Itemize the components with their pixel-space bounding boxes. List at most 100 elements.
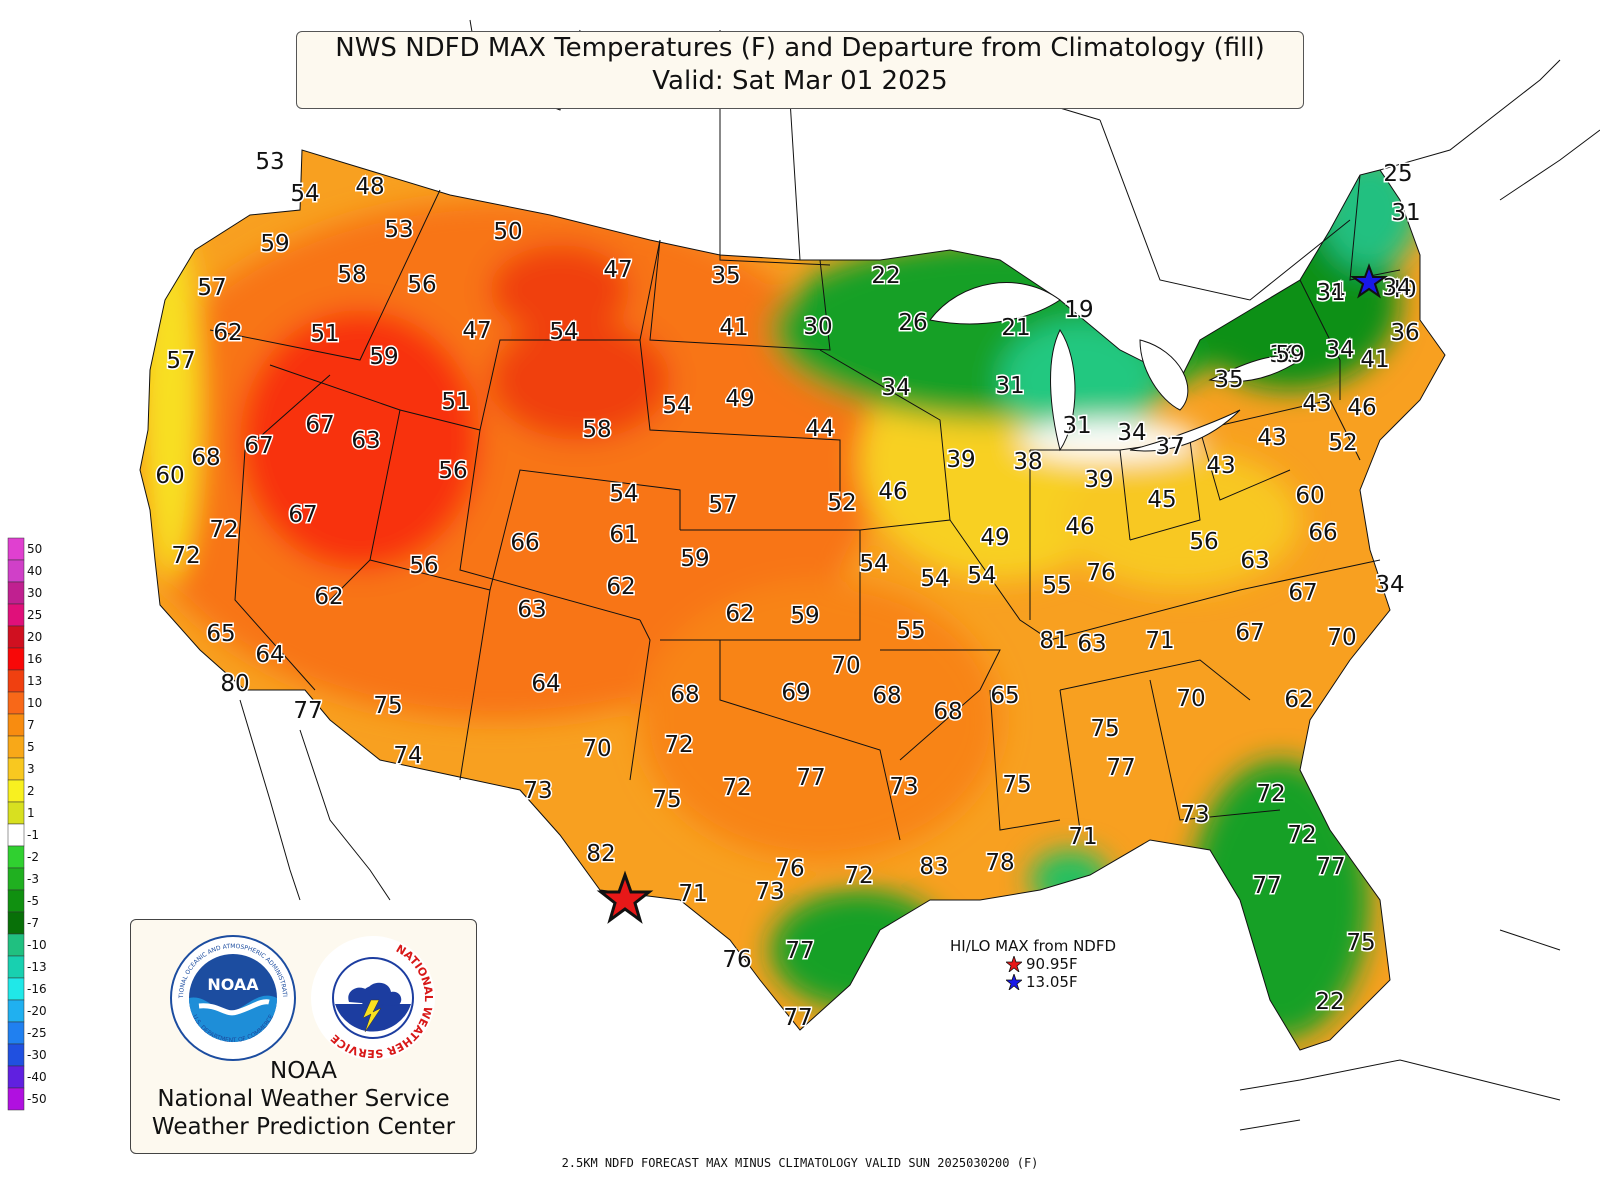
temperature-label: 34: [1117, 420, 1146, 446]
temperature-label: 54: [859, 551, 888, 577]
colorbar-label: -2: [27, 850, 39, 864]
colorbar-swatch: [7, 933, 25, 957]
temperature-label: 66: [1308, 520, 1337, 546]
temperature-label: 30: [803, 314, 832, 340]
temperature-label: 71: [678, 881, 707, 907]
temperature-label: 63: [1240, 548, 1269, 574]
temperature-label: 62: [725, 601, 754, 627]
temperature-label: 26: [898, 310, 927, 336]
temperature-label: 82: [586, 841, 615, 867]
footer-caption: 2.5KM NDFD FORECAST MAX MINUS CLIMATOLOG…: [561, 1156, 1039, 1170]
temperature-label: 72: [1256, 781, 1285, 807]
temperature-label: 66: [510, 530, 539, 556]
temperature-label: 54: [549, 319, 578, 345]
colorbar-swatch: [7, 1065, 25, 1089]
colorbar-swatch: [7, 911, 25, 935]
colorbar-label: 10: [27, 696, 42, 710]
temperature-label: 70: [1176, 686, 1205, 712]
temperature-label: 22: [1315, 989, 1344, 1015]
colorbar-swatch: [7, 955, 25, 979]
temperature-label: 80: [220, 671, 249, 697]
logo-line-nws: National Weather Service: [157, 1086, 450, 1112]
temperature-label: 62: [606, 574, 635, 600]
noaa-badge-text: NOAA: [207, 975, 259, 994]
temperature-label: 39: [946, 447, 975, 473]
temperature-label: 63: [517, 597, 546, 623]
temperature-label: 77: [1252, 873, 1281, 899]
temperature-label: 56: [1189, 529, 1218, 555]
colorbar-label: -7: [27, 916, 39, 930]
temperature-label: 43: [1302, 391, 1331, 417]
temperature-label: 65: [990, 683, 1019, 709]
colorbar-swatch: [7, 625, 25, 649]
colorbar-label: 40: [27, 564, 42, 578]
temperature-label: 58: [582, 417, 611, 443]
temperature-label: 59: [369, 344, 398, 370]
logo-line-wpc: Weather Prediction Center: [151, 1114, 456, 1140]
colorbar: 50 40 30 25 20 16 13 10 7 5 3 2 1 -1 -2 -3 -5 -7 -10 -13 -16…: [7, 537, 47, 1111]
temperature-label: 53: [255, 149, 284, 175]
colorbar-swatch: [7, 581, 25, 605]
colorbar-swatch: [7, 845, 25, 869]
temperature-label: 77: [783, 1005, 812, 1031]
temperature-label: 62: [1284, 687, 1313, 713]
temperature-label: 37: [1155, 434, 1184, 460]
temperature-label: 72: [664, 732, 693, 758]
temperature-label: 54: [920, 566, 949, 592]
temperature-label: 36: [1390, 320, 1419, 346]
map-title: NWS NDFD MAX Temperatures (F) and Depart…: [296, 31, 1304, 109]
colorbar-swatch: [7, 779, 25, 803]
temperature-label: 43: [1257, 425, 1286, 451]
temperature-label: 25: [1383, 161, 1412, 187]
temperature-label: 70: [582, 736, 611, 762]
temperature-label: 59: [260, 231, 289, 257]
temperature-label: 21: [1001, 315, 1030, 341]
temperature-label: 44: [805, 416, 834, 442]
colorbar-label: 5: [27, 740, 35, 754]
logo-line-noaa: NOAA: [269, 1058, 337, 1084]
temperature-label: 59: [1275, 342, 1304, 368]
temperature-label: 68: [191, 445, 220, 471]
lo-star-marker: [1349, 263, 1389, 299]
colorbar-label: 50: [27, 542, 42, 556]
colorbar-label: 16: [27, 652, 42, 666]
temperature-label: 77: [1106, 755, 1135, 781]
colorbar-label: 30: [27, 586, 42, 600]
colorbar-label: -3: [27, 872, 39, 886]
temperature-label: 46: [878, 479, 907, 505]
great-lakes: [929, 282, 1301, 452]
temperature-label: 72: [1287, 822, 1316, 848]
temperature-label: 49: [725, 386, 754, 412]
colorbar-label: 25: [27, 608, 42, 622]
temperature-label: 75: [1090, 716, 1119, 742]
temperature-label: 67: [305, 412, 334, 438]
temperature-label: 31: [1316, 280, 1345, 306]
temperature-label: 51: [441, 389, 470, 415]
temperature-label: 41: [719, 315, 748, 341]
temperature-label: 75: [1002, 772, 1031, 798]
colorbar-swatch: [7, 669, 25, 693]
temperature-label: 22: [871, 263, 900, 289]
colorbar-label: 1: [27, 806, 35, 820]
temperature-label: 56: [409, 553, 438, 579]
temperature-label: 55: [896, 618, 925, 644]
colorbar-label: -10: [27, 938, 47, 952]
colorbar-swatch: [7, 999, 25, 1023]
temperature-label: 31: [995, 373, 1024, 399]
temperature-label: 34: [1316, 279, 1345, 305]
temperature-label: 64: [255, 642, 284, 668]
temperature-label: 68: [872, 683, 901, 709]
temperature-label: 59: [680, 546, 709, 572]
temperature-label: 57: [197, 275, 226, 301]
colorbar-label: 7: [27, 718, 35, 732]
map-boundaries: [139, 19, 1600, 1131]
temperature-label: 73: [755, 879, 784, 905]
colorbar-swatch: [7, 977, 25, 1001]
colorbar-swatch: [7, 757, 25, 781]
hi-star-marker: [596, 870, 654, 924]
temperature-label: 34: [881, 375, 910, 401]
temperature-label: 68: [670, 682, 699, 708]
colorbar-label: -16: [27, 982, 47, 996]
temperature-label: 65: [206, 621, 235, 647]
